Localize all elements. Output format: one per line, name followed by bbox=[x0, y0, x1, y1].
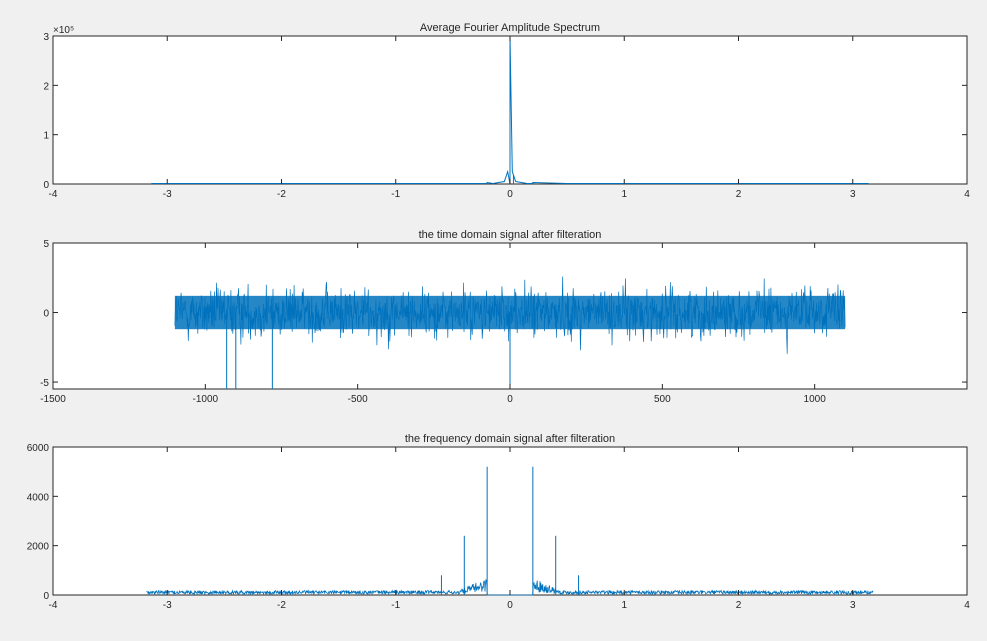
plot-1-exponent-label: ×10⁵ bbox=[53, 25, 74, 36]
y-tick-label: 5 bbox=[43, 239, 49, 250]
plot-3: the frequency domain signal after filter… bbox=[27, 433, 970, 611]
y-tick-label: -5 bbox=[40, 378, 49, 389]
y-tick-label: 0 bbox=[43, 309, 49, 320]
plot-3-title: the frequency domain signal after filter… bbox=[405, 433, 615, 445]
y-tick-label: 2 bbox=[43, 81, 49, 92]
x-tick-label: 2 bbox=[736, 600, 742, 611]
x-tick-label: 0 bbox=[507, 189, 513, 200]
x-tick-label: 3 bbox=[850, 600, 856, 611]
plot-2-y-ticks: -5 0 5 bbox=[40, 239, 967, 389]
x-tick-label: -4 bbox=[49, 189, 58, 200]
plot-2: the time domain signal after filteration… bbox=[40, 229, 968, 405]
x-tick-label: -1000 bbox=[193, 394, 219, 405]
plot-3-y-ticks: 0 2000 4000 6000 bbox=[27, 443, 967, 602]
x-tick-label: -4 bbox=[49, 600, 58, 611]
y-tick-label: 6000 bbox=[27, 443, 50, 454]
x-tick-label: 3 bbox=[850, 189, 856, 200]
x-tick-label: -500 bbox=[348, 394, 368, 405]
x-tick-label: -3 bbox=[163, 189, 172, 200]
plot-1-series bbox=[151, 35, 869, 185]
x-tick-label: 0 bbox=[507, 394, 513, 405]
x-tick-label: 1 bbox=[621, 189, 627, 200]
y-tick-label: 0 bbox=[43, 591, 49, 602]
x-tick-label: 0 bbox=[507, 600, 513, 611]
x-tick-label: -1 bbox=[391, 600, 400, 611]
plot-2-x-ticks: -1500 -1000 -500 0 500 1000 bbox=[40, 243, 826, 405]
x-tick-label: 4 bbox=[964, 600, 970, 611]
y-tick-label: 0 bbox=[43, 180, 49, 191]
plot-2-title: the time domain signal after filteration bbox=[419, 229, 602, 241]
x-tick-label: 500 bbox=[654, 394, 671, 405]
y-tick-label: 4000 bbox=[27, 492, 50, 503]
plot-3-x-ticks: -4 -3 -2 -1 0 1 2 3 4 bbox=[49, 447, 970, 611]
x-tick-label: -3 bbox=[163, 600, 172, 611]
x-tick-label: 4 bbox=[964, 189, 970, 200]
x-tick-label: -1500 bbox=[40, 394, 66, 405]
y-tick-label: 1 bbox=[43, 131, 49, 142]
plot-1-title: Average Fourier Amplitude Spectrum bbox=[420, 22, 600, 34]
plot-2-series bbox=[174, 276, 846, 389]
plot-1-line bbox=[151, 35, 869, 185]
plot-1: Average Fourier Amplitude Spectrum ×10⁵ … bbox=[43, 22, 970, 200]
y-tick-label: 3 bbox=[43, 32, 49, 43]
y-tick-label: 2000 bbox=[27, 542, 50, 553]
x-tick-label: 1000 bbox=[804, 394, 827, 405]
plot-1-x-ticks: -4 -3 -2 -1 0 1 2 3 4 bbox=[49, 36, 970, 200]
x-tick-label: -2 bbox=[277, 600, 286, 611]
plot-1-y-ticks: 0 1 2 3 bbox=[43, 32, 967, 191]
plot-3-axes bbox=[52, 446, 968, 596]
x-tick-label: 2 bbox=[736, 189, 742, 200]
x-tick-label: -2 bbox=[277, 189, 286, 200]
x-tick-label: 1 bbox=[621, 600, 627, 611]
x-tick-label: -1 bbox=[391, 189, 400, 200]
